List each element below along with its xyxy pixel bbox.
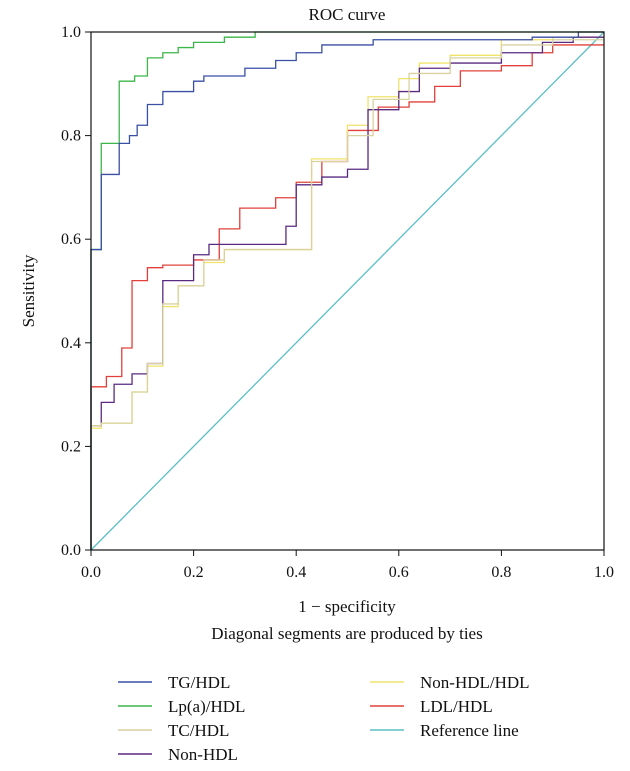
legend-label: Reference line bbox=[420, 721, 519, 740]
series-line-non-hdl bbox=[90, 36, 604, 550]
y-tick-label: 0.8 bbox=[61, 128, 81, 145]
legend-label: Non-HDL bbox=[168, 745, 238, 764]
y-tick-label: 0.4 bbox=[61, 335, 81, 352]
x-axis-label: 1 − specificity bbox=[298, 597, 396, 616]
series-line-tc-hdl bbox=[90, 39, 604, 550]
x-tick-label: 1.0 bbox=[594, 564, 614, 581]
legend-label: Lp(a)/HDL bbox=[168, 697, 245, 716]
legend-item-non-hdl-hdl: Non-HDL/HDL bbox=[370, 673, 530, 692]
x-tick-label: 0.0 bbox=[81, 564, 101, 581]
ties-note: Diagonal segments are produced by ties bbox=[211, 624, 482, 643]
x-tick-label: 0.4 bbox=[286, 564, 306, 581]
legend-label: TG/HDL bbox=[168, 673, 230, 692]
legend: TG/HDL Lp(a)/HDL TC/HDL Non-HDL Non-HDL/HDL L… bbox=[118, 673, 530, 764]
chart-title: ROC curve bbox=[309, 5, 386, 24]
series-line-ldl-hdl bbox=[90, 44, 604, 550]
x-axis-ticks: 0.0 0.2 0.4 0.6 0.8 1.0 bbox=[81, 550, 614, 581]
series-line-reference-line bbox=[90, 31, 605, 551]
legend-label: Non-HDL/HDL bbox=[420, 673, 530, 692]
series-group bbox=[90, 31, 605, 551]
legend-item-tc-hdl: TC/HDL bbox=[118, 721, 229, 740]
series-line-tg-hdl bbox=[90, 31, 604, 550]
legend-item-ldl-hdl: LDL/HDL bbox=[370, 697, 493, 716]
x-tick-label: 0.6 bbox=[389, 564, 409, 581]
legend-item-lp-a-hdl: Lp(a)/HDL bbox=[118, 697, 245, 716]
y-tick-label: 1.0 bbox=[61, 24, 81, 41]
legend-label: LDL/HDL bbox=[420, 697, 493, 716]
y-tick-label: 0.6 bbox=[61, 231, 81, 248]
legend-item-reference-line: Reference line bbox=[370, 721, 519, 740]
series-line-lp-a-hdl bbox=[90, 31, 604, 550]
x-tick-label: 0.8 bbox=[491, 564, 511, 581]
legend-item-tg-hdl: TG/HDL bbox=[118, 673, 230, 692]
plot-frame bbox=[90, 31, 605, 551]
x-tick-label: 0.2 bbox=[184, 564, 204, 581]
y-axis-label: Sensitivity bbox=[19, 254, 38, 327]
legend-item-non-hdl: Non-HDL bbox=[118, 745, 238, 764]
legend-label: TC/HDL bbox=[168, 721, 229, 740]
y-axis-ticks: 0.0 0.2 0.4 0.6 0.8 1.0 bbox=[61, 24, 91, 559]
y-tick-label: 0.0 bbox=[61, 542, 81, 559]
y-tick-label: 0.2 bbox=[61, 438, 81, 455]
